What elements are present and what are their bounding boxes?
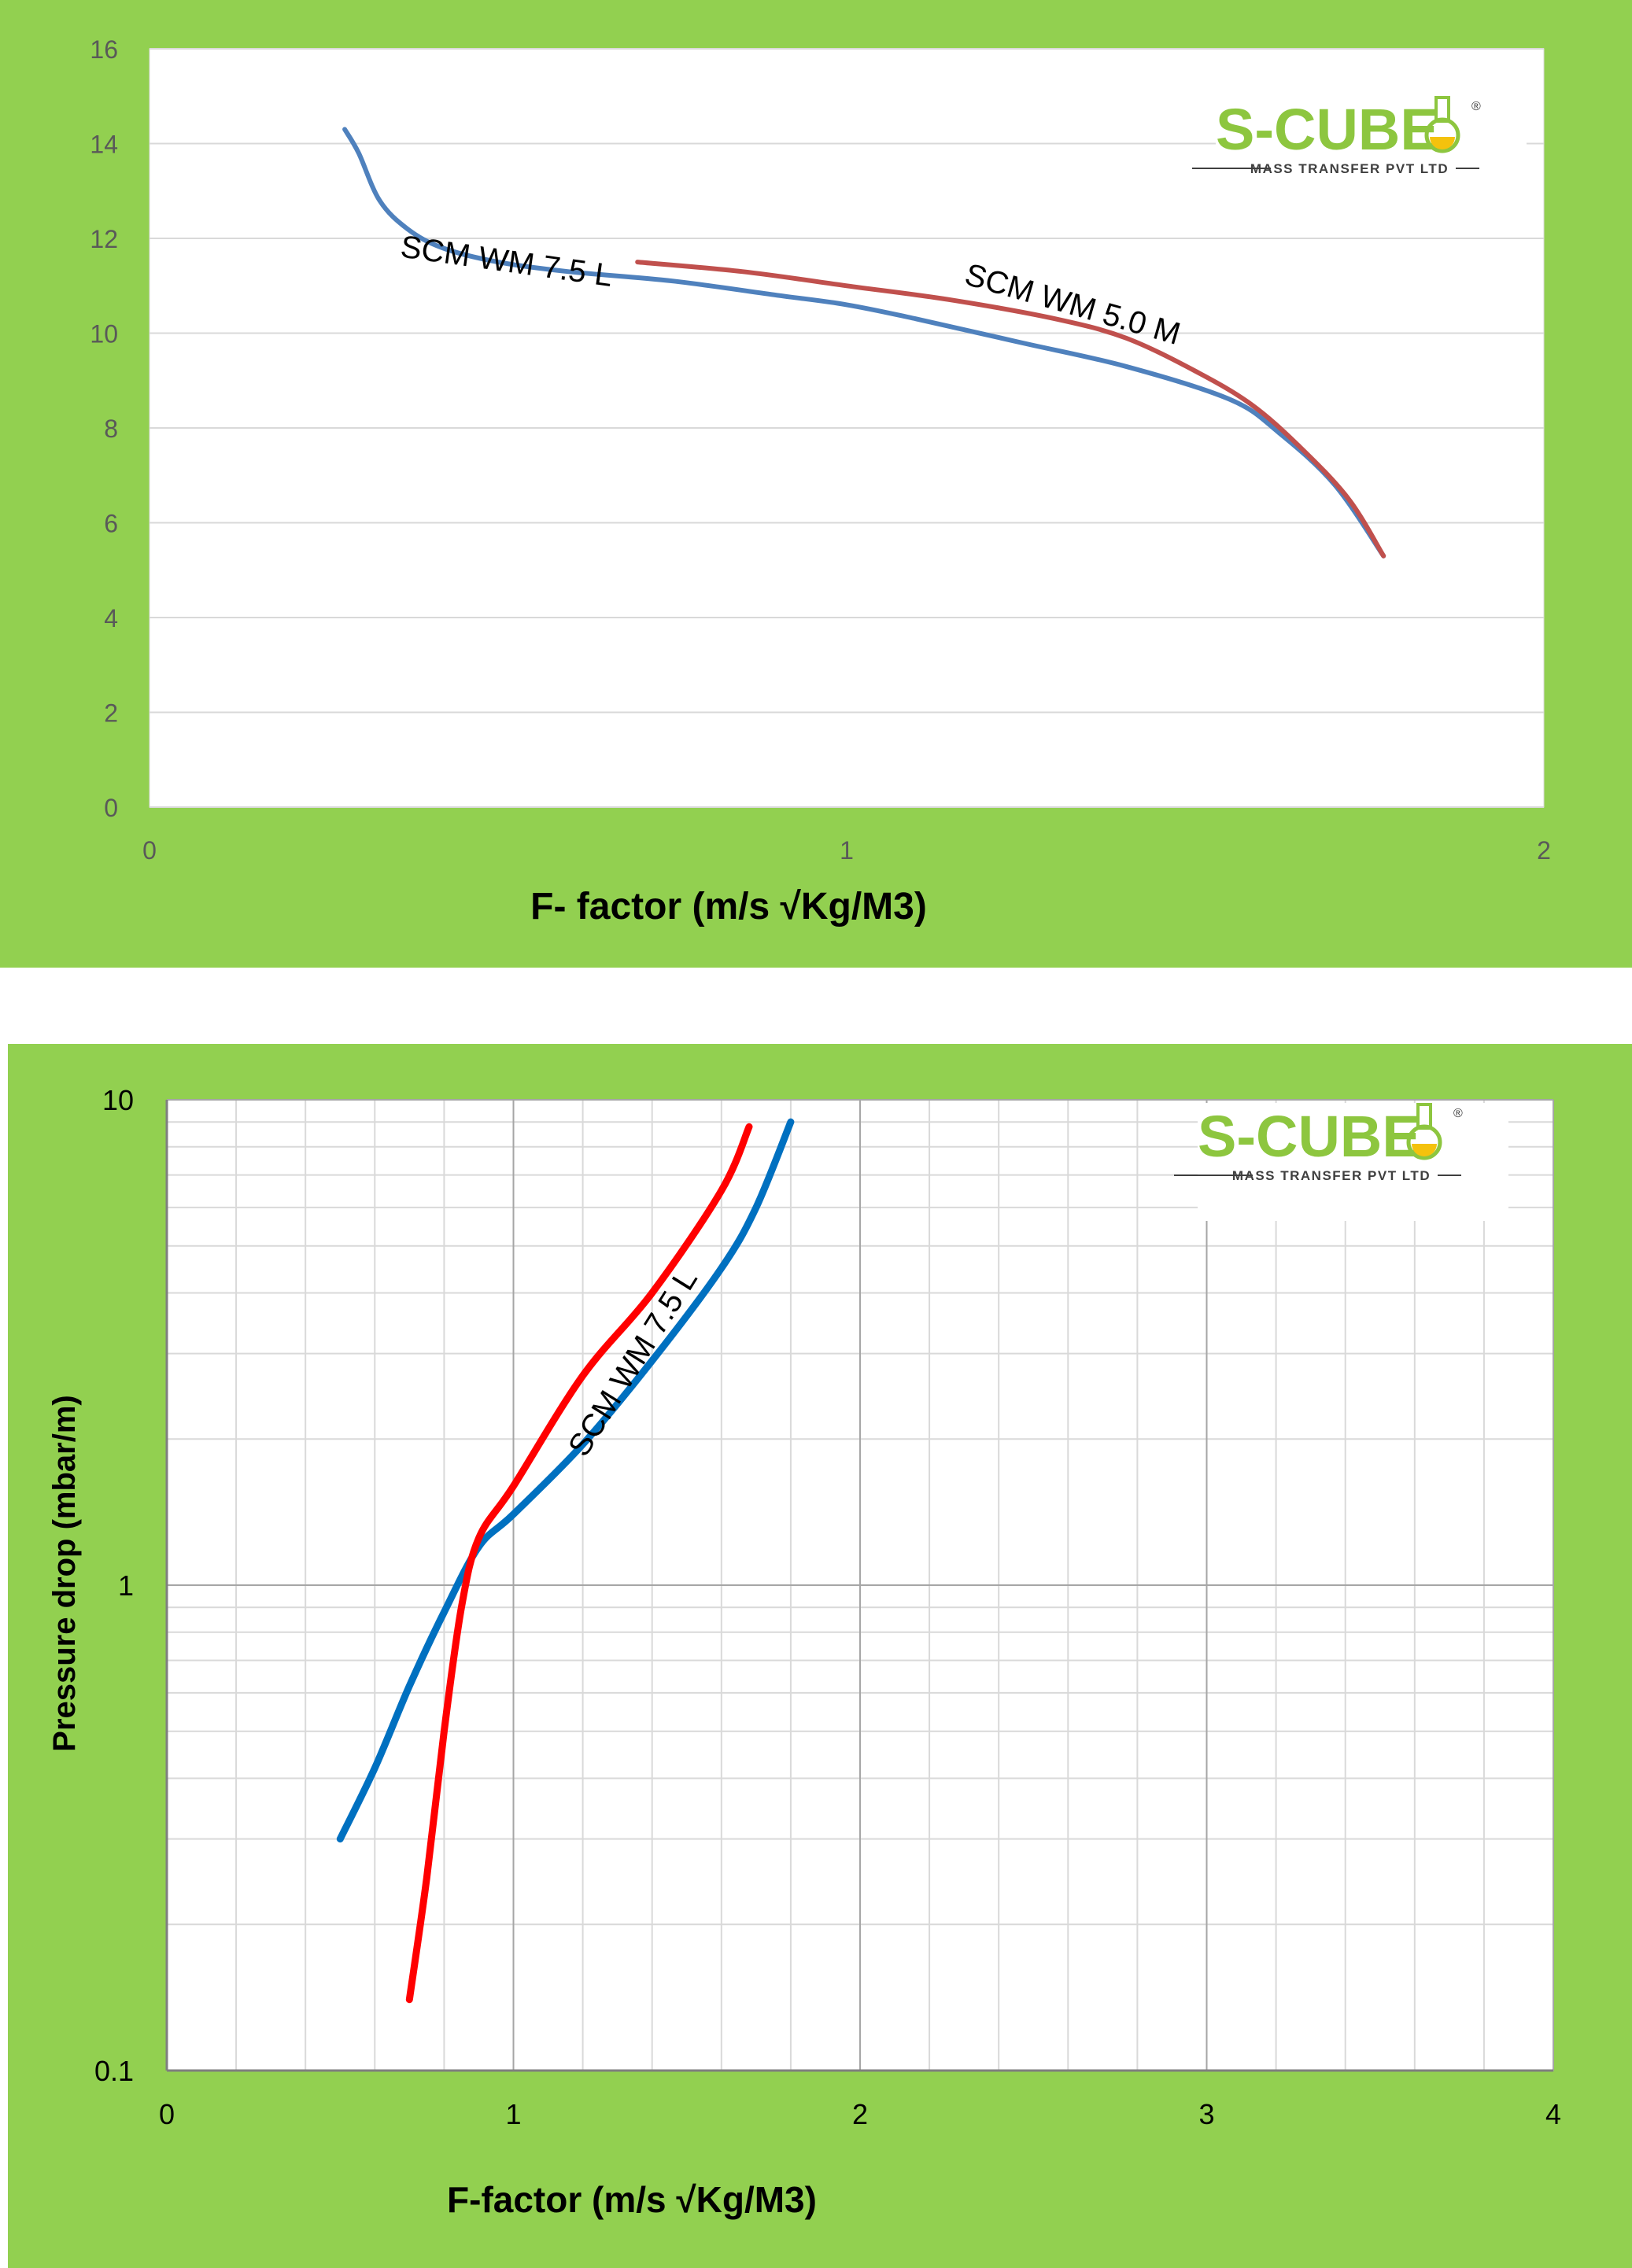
panel-gap — [0, 968, 1632, 1044]
logo-background — [1216, 96, 1527, 214]
chart-2-gridlines — [165, 1099, 1554, 2072]
chart-2-series — [336, 1118, 795, 2004]
chart-1-y-tick-label: 16 — [90, 35, 118, 64]
chart-2-x-tick-label: 3 — [1198, 2098, 1214, 2130]
chart-1-x-tick-label: 1 — [840, 836, 854, 865]
chart-2-panel: S-CUBE ® MASS TRANSFER PVT LTD 0.1 1 10 0 1 2 3… — [8, 1044, 1632, 2268]
chart-1-series-line-2 — [635, 260, 1386, 559]
chart-2-y-tick-labels: 0.1 1 10 — [94, 1084, 134, 2087]
chart-1-x-axis-label: F- factor (m/s √Kg/M3) — [530, 886, 927, 927]
logo-name: S-CUBE — [1198, 1104, 1421, 1169]
chart-2-x-tick-label: 1 — [505, 2098, 521, 2130]
logo-registered-mark: ® — [1471, 100, 1481, 113]
chart-1-gridlines — [150, 48, 1544, 808]
chart-1-x-tick-labels: 0 1 2 — [142, 836, 1551, 865]
chart-2-series-line-1 — [336, 1118, 795, 1843]
chart-1-x-tick-label: 2 — [1537, 836, 1551, 865]
logo-background — [1198, 1103, 1508, 1221]
chart-1-series-line-1 — [342, 127, 1386, 559]
chart-2-x-tick-label: 4 — [1545, 2098, 1561, 2130]
chart-1-y-tick-label: 6 — [104, 510, 118, 538]
chart-1-y-tick-label: 8 — [104, 415, 118, 443]
chart-2-y-tick-label: 0.1 — [94, 2055, 134, 2087]
flask-bulb-icon — [1406, 1124, 1442, 1160]
chart-2-x-tick-labels: 0 1 2 3 4 — [159, 2098, 1561, 2130]
chart-2-x-axis-label: F-factor (m/s √Kg/M3) — [447, 2179, 817, 2220]
logo-tagline: MASS TRANSFER PVT LTD — [1232, 1168, 1431, 1183]
logo-tagline: MASS TRANSFER PVT LTD — [1250, 161, 1449, 176]
chart-1-y-tick-label: 0 — [104, 794, 118, 822]
chart-1-y-tick-labels: 0 2 4 6 8 10 12 14 16 — [90, 35, 118, 822]
chart-1-y-tick-label: 2 — [104, 699, 118, 728]
chart-2-y-axis-label: Pressure drop (mbar/m) — [47, 1395, 82, 1751]
chart-2-y-tick-label: 1 — [118, 1569, 134, 1602]
chart-2-series-line-2 — [405, 1123, 753, 2004]
flask-icon — [1424, 96, 1460, 153]
chart-2-y-tick-label: 10 — [102, 1084, 134, 1116]
chart-1-y-tick-label: 14 — [90, 131, 118, 159]
flask-bulb-icon — [1424, 117, 1460, 153]
flask-liquid-icon — [1412, 1144, 1437, 1156]
chart-1-y-tick-label: 10 — [90, 320, 118, 348]
chart-1-panel: S-CUBE ®MASS TRANSFER PVT LTD 02468101214… — [0, 0, 1632, 968]
chart-1-x-tick-label: 0 — [142, 836, 157, 865]
chart-2-x-tick-label: 0 — [159, 2098, 175, 2130]
chart-2-logo: S-CUBE ® MASS TRANSFER PVT LTD — [1174, 1103, 1508, 1221]
logo-registered-mark: ® — [1453, 1107, 1463, 1120]
flask-icon — [1406, 1103, 1442, 1160]
chart-1-logo: S-CUBE ® MASS TRANSFER PVT LTD — [1192, 96, 1527, 214]
chart-1-y-tick-label: 12 — [90, 225, 118, 253]
chart-1-y-tick-label: 4 — [104, 604, 118, 632]
chart-2-x-tick-label: 2 — [852, 2098, 868, 2130]
logo-name: S-CUBE — [1216, 97, 1439, 162]
flask-liquid-icon — [1430, 137, 1455, 149]
chart-1-series — [342, 127, 1386, 559]
